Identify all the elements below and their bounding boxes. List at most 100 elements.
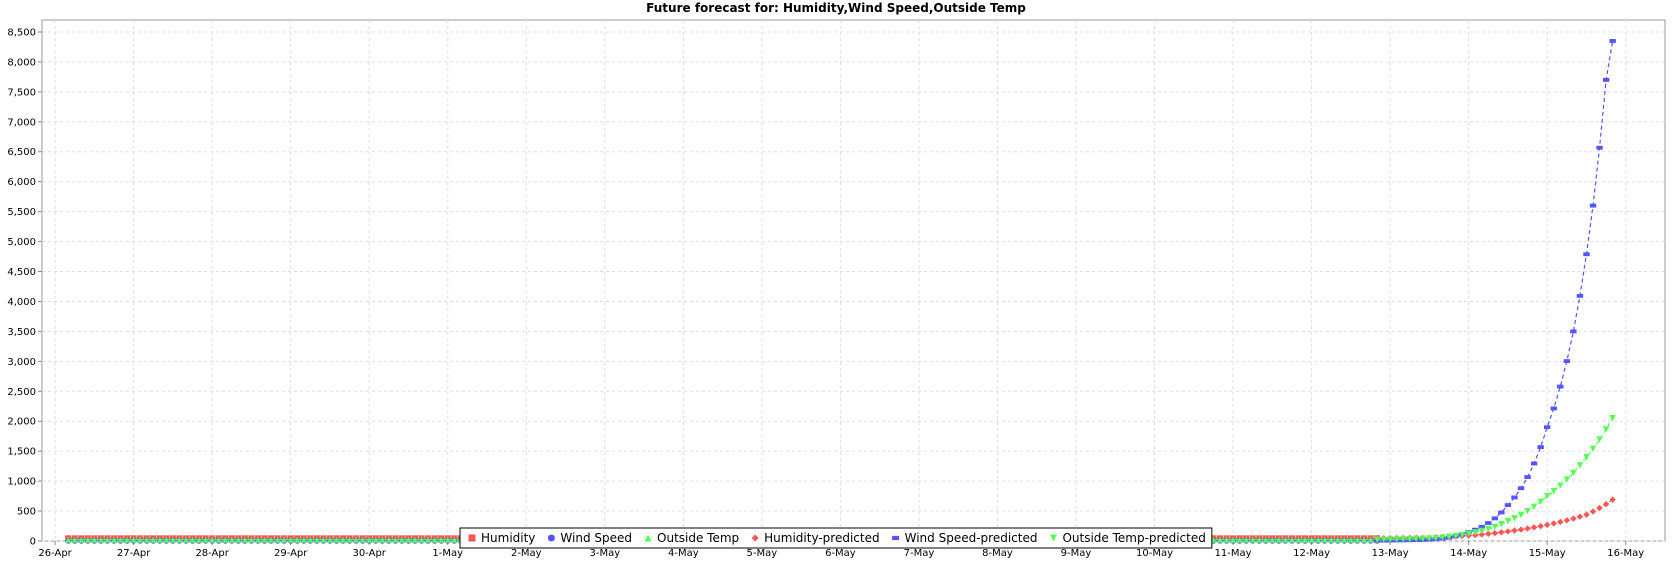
- series-humidity-predicted-point: [1524, 525, 1531, 532]
- series-outside-temp-predicted-point: [1517, 511, 1525, 519]
- series-outside-temp-point: [189, 536, 196, 543]
- series-humidity-predicted-point: [1583, 511, 1590, 518]
- legend-label: Wind Speed: [560, 531, 632, 545]
- series-humidity-predicted-point: [1544, 521, 1551, 529]
- series-outside-temp-predicted-point: [1452, 532, 1459, 540]
- legend-item-outside-temp-predicted: Outside Temp-predicted: [1049, 531, 1206, 545]
- series-outside-temp-point: [405, 536, 412, 543]
- series-wind-speed-predicted-point: [1602, 77, 1610, 82]
- series-outside-temp-point: [176, 536, 183, 543]
- series-outside-temp-point: [84, 536, 91, 543]
- series-outside-temp-point: [294, 536, 301, 543]
- series-outside-temp-point: [1347, 536, 1354, 543]
- x-tick-label: 13-May: [1372, 548, 1409, 559]
- series-outside-temp-point: [1249, 536, 1256, 543]
- y-tick-label: 2,500: [7, 387, 36, 398]
- series-outside-temp-point: [91, 536, 98, 543]
- series-outside-temp-point: [451, 536, 458, 543]
- series-humidity-predicted-point: [1550, 520, 1557, 527]
- series-outside-temp-point: [444, 536, 451, 543]
- series-outside-temp-point: [340, 536, 347, 543]
- series-outside-temp-point: [104, 536, 111, 543]
- series-outside-temp-point: [346, 536, 353, 543]
- series-outside-temp-point: [1230, 536, 1237, 543]
- y-tick-label: 4,500: [7, 267, 36, 278]
- series-outside-temp-point: [353, 536, 360, 543]
- series-outside-temp-point: [254, 536, 261, 543]
- series-outside-temp-point: [1328, 536, 1335, 543]
- y-tick-label: 3,000: [7, 357, 36, 368]
- series-outside-temp-predicted-point: [1602, 426, 1610, 433]
- series-outside-temp-point: [1360, 536, 1367, 543]
- series-outside-temp-point: [163, 536, 170, 543]
- legend-item-wind-speed: Wind Speed: [547, 531, 632, 545]
- series-outside-temp-point: [137, 536, 144, 543]
- legend-outside-temp-predicted-point: [1049, 534, 1057, 542]
- series-outside-temp-point: [65, 536, 72, 543]
- x-tick-label: 4-May: [668, 548, 699, 559]
- x-tick-label: 12-May: [1293, 548, 1330, 559]
- x-tick-label: 7-May: [904, 548, 935, 559]
- series-outside-temp-point: [1334, 536, 1341, 543]
- series-outside-temp-point: [1354, 536, 1361, 543]
- series-outside-temp-point: [130, 536, 137, 543]
- legend: Humidity Wind Speed Outside Temp Humidity-p…: [459, 527, 1213, 549]
- x-tick-label: 3-May: [589, 548, 620, 559]
- legend-label: Humidity: [481, 531, 535, 545]
- series-wind-speed-predicted-point: [1609, 39, 1616, 43]
- series-outside-temp-point: [1256, 536, 1263, 543]
- x-tick-label: 15-May: [1529, 548, 1566, 559]
- series-humidity-predicted-point: [1517, 526, 1525, 533]
- series-outside-temp-predicted-point: [1419, 535, 1427, 543]
- series-outside-temp-point: [156, 536, 163, 543]
- series-outside-temp-point: [169, 536, 176, 543]
- series-humidity-predicted-point: [1563, 517, 1571, 524]
- series-outside-temp-predicted-point: [1570, 469, 1577, 477]
- series-outside-temp-point: [241, 536, 248, 543]
- series-wind-speed-predicted-point: [1596, 145, 1603, 150]
- series-outside-temp-predicted-point: [1426, 535, 1433, 542]
- legend-label: Humidity-predicted: [764, 531, 879, 545]
- series-outside-temp-point: [1269, 536, 1276, 543]
- series-outside-temp-point: [1315, 536, 1322, 543]
- series-humidity-predicted-point: [1570, 515, 1577, 522]
- series-outside-temp-predicted-point: [1465, 530, 1472, 538]
- series-outside-temp-point: [117, 536, 124, 543]
- series-outside-temp-point: [78, 536, 85, 543]
- series-outside-temp-point: [1367, 536, 1374, 543]
- x-tick-label: 14-May: [1450, 548, 1487, 559]
- series-outside-temp-point: [196, 536, 203, 543]
- legend-label: Outside Temp: [657, 531, 739, 545]
- series-outside-temp-point: [235, 536, 242, 543]
- y-tick-label: 6,000: [7, 177, 36, 188]
- y-tick-label: 2,000: [7, 417, 36, 428]
- series-outside-temp-predicted-point: [1589, 445, 1597, 452]
- series-outside-temp-point: [359, 536, 366, 543]
- series-outside-temp-point: [1288, 536, 1295, 543]
- series-outside-temp-predicted-point: [1609, 415, 1616, 422]
- series-outside-temp-point: [1295, 536, 1302, 543]
- chart-title: Future forecast for: Humidity,Wind Speed…: [646, 1, 1026, 15]
- grid-lines: [42, 20, 1665, 542]
- series-outside-temp-point: [248, 536, 255, 543]
- x-tick-label: 11-May: [1215, 548, 1252, 559]
- x-tick-label: 10-May: [1136, 548, 1173, 559]
- series-outside-temp-predicted-point: [1386, 536, 1394, 543]
- x-tick-label: 16-May: [1607, 548, 1644, 559]
- legend-item-outside-temp: Outside Temp: [644, 531, 739, 545]
- legend-item-humidity: Humidity: [468, 531, 535, 545]
- series-humidity-predicted-point: [1498, 529, 1505, 536]
- series-outside-temp-point: [372, 536, 379, 543]
- series-outside-temp-predicted-point: [1485, 525, 1492, 533]
- series-outside-temp-point: [1308, 536, 1315, 543]
- series-outside-temp-point: [1341, 536, 1348, 543]
- x-tick-label: 1-May: [432, 548, 463, 559]
- legend-item-wind-speed-predicted: Wind Speed-predicted: [892, 531, 1037, 545]
- series-outside-temp-point: [228, 536, 235, 543]
- series-outside-temp-predicted-point: [1445, 533, 1453, 541]
- series-outside-temp-point: [1216, 536, 1223, 543]
- x-tick-label: 8-May: [982, 548, 1013, 559]
- series-outside-temp-predicted-point: [1530, 503, 1538, 511]
- series-outside-temp-point: [222, 536, 229, 543]
- series-outside-temp-predicted-point: [1393, 536, 1400, 543]
